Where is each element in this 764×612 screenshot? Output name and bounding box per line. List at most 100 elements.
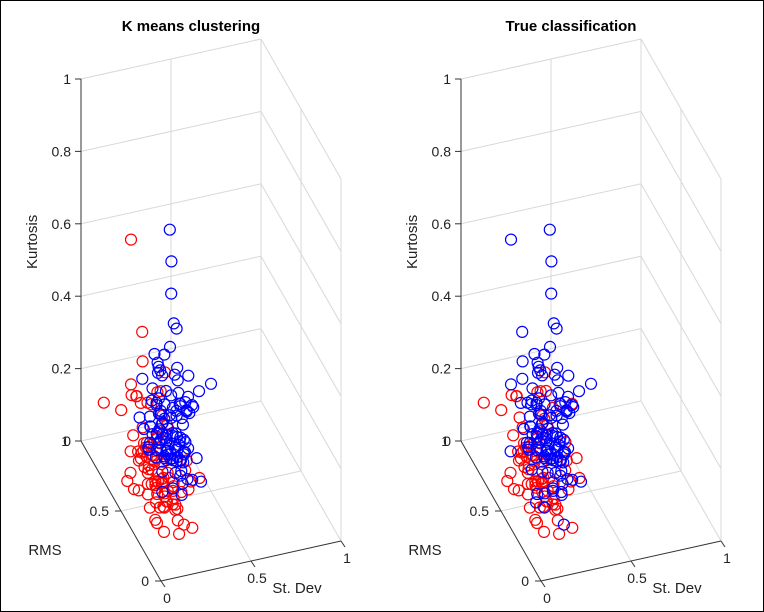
data-point	[537, 525, 551, 539]
z-tick-label: 0.4	[52, 288, 72, 304]
data-point	[170, 322, 183, 335]
data-point	[158, 501, 171, 514]
data-point	[572, 385, 586, 398]
data-point	[124, 466, 137, 479]
data-point	[531, 366, 545, 379]
data-point	[543, 223, 556, 236]
data-point	[541, 442, 555, 455]
data-point	[194, 475, 208, 488]
data-point	[174, 469, 187, 482]
data-point	[574, 475, 588, 488]
data-point	[561, 473, 574, 486]
data-point	[132, 454, 146, 467]
data-point	[543, 340, 557, 353]
data-point	[556, 418, 570, 431]
data-point	[168, 368, 181, 381]
x-tick	[250, 560, 256, 568]
data-point	[504, 233, 518, 246]
y-tick-label: 0	[141, 573, 149, 589]
data-point	[171, 514, 184, 527]
data-point	[134, 452, 148, 465]
y-axis-label: RMS	[408, 542, 441, 559]
data-point	[146, 382, 159, 395]
data-point	[161, 466, 174, 479]
chart-title: K means clustering	[122, 18, 260, 35]
x-tick	[160, 580, 166, 588]
data-point	[512, 454, 526, 467]
data-point	[504, 378, 518, 391]
data-point	[182, 369, 195, 382]
data-point	[525, 463, 538, 476]
data-point	[524, 420, 537, 433]
data-point	[551, 443, 564, 456]
data-point	[156, 485, 169, 499]
data-point	[495, 404, 508, 417]
data-point	[154, 444, 167, 457]
data-point	[561, 390, 575, 403]
data-point	[97, 396, 110, 409]
data-point	[154, 404, 167, 417]
data-point	[504, 445, 517, 458]
data-point	[510, 390, 523, 403]
data-point	[521, 477, 535, 490]
data-point	[538, 501, 551, 514]
z-tick-label: 0.4	[432, 288, 452, 304]
data-point	[149, 475, 162, 488]
data-point	[531, 430, 544, 443]
y-axis-label: RMS	[28, 542, 61, 559]
data-point	[171, 443, 184, 456]
grid-line	[120, 470, 302, 512]
data-point	[176, 418, 189, 431]
box-edge	[260, 400, 342, 542]
data-point	[177, 433, 190, 446]
data-point	[174, 431, 187, 444]
data-point	[551, 374, 564, 387]
data-point	[127, 429, 140, 442]
x-axis-label: St. Dev	[652, 580, 702, 597]
data-point	[165, 287, 178, 300]
z-tick-label: 1	[63, 71, 71, 87]
data-point	[192, 385, 206, 398]
data-point	[171, 361, 184, 374]
data-point	[136, 325, 149, 338]
data-point	[507, 483, 521, 496]
data-point	[152, 360, 165, 373]
data-point	[554, 431, 567, 444]
data-point	[534, 408, 548, 421]
z-axis-label: Kurtosis	[404, 215, 421, 269]
data-point	[177, 518, 190, 531]
data-point	[176, 477, 189, 490]
data-point	[529, 479, 542, 492]
data-point	[170, 404, 183, 417]
data-point	[136, 355, 149, 368]
data-point	[554, 469, 567, 482]
data-point	[546, 498, 559, 511]
z-axis-label: Kurtosis	[24, 215, 41, 269]
z-tick-label: 0.2	[432, 361, 452, 377]
x-tick	[720, 540, 726, 548]
data-point	[520, 436, 534, 449]
data-point	[516, 325, 529, 338]
data-point	[551, 514, 564, 527]
data-point	[124, 378, 138, 391]
data-point	[136, 372, 149, 385]
data-point	[171, 374, 184, 387]
grid-line	[500, 470, 682, 512]
data-point	[529, 475, 542, 488]
x-tick-label: 0.5	[247, 570, 267, 586]
x-axis-label: St. Dev	[272, 580, 322, 597]
data-point	[551, 361, 564, 374]
z-tick-label: 0	[63, 433, 71, 449]
data-point	[145, 394, 158, 407]
data-point	[556, 477, 569, 490]
data-point	[145, 398, 158, 411]
data-point	[531, 487, 544, 501]
data-point	[507, 429, 520, 442]
data-point	[186, 521, 199, 534]
data-point	[170, 409, 183, 422]
data-point	[156, 465, 169, 478]
data-point	[141, 477, 154, 490]
data-point	[161, 442, 174, 455]
